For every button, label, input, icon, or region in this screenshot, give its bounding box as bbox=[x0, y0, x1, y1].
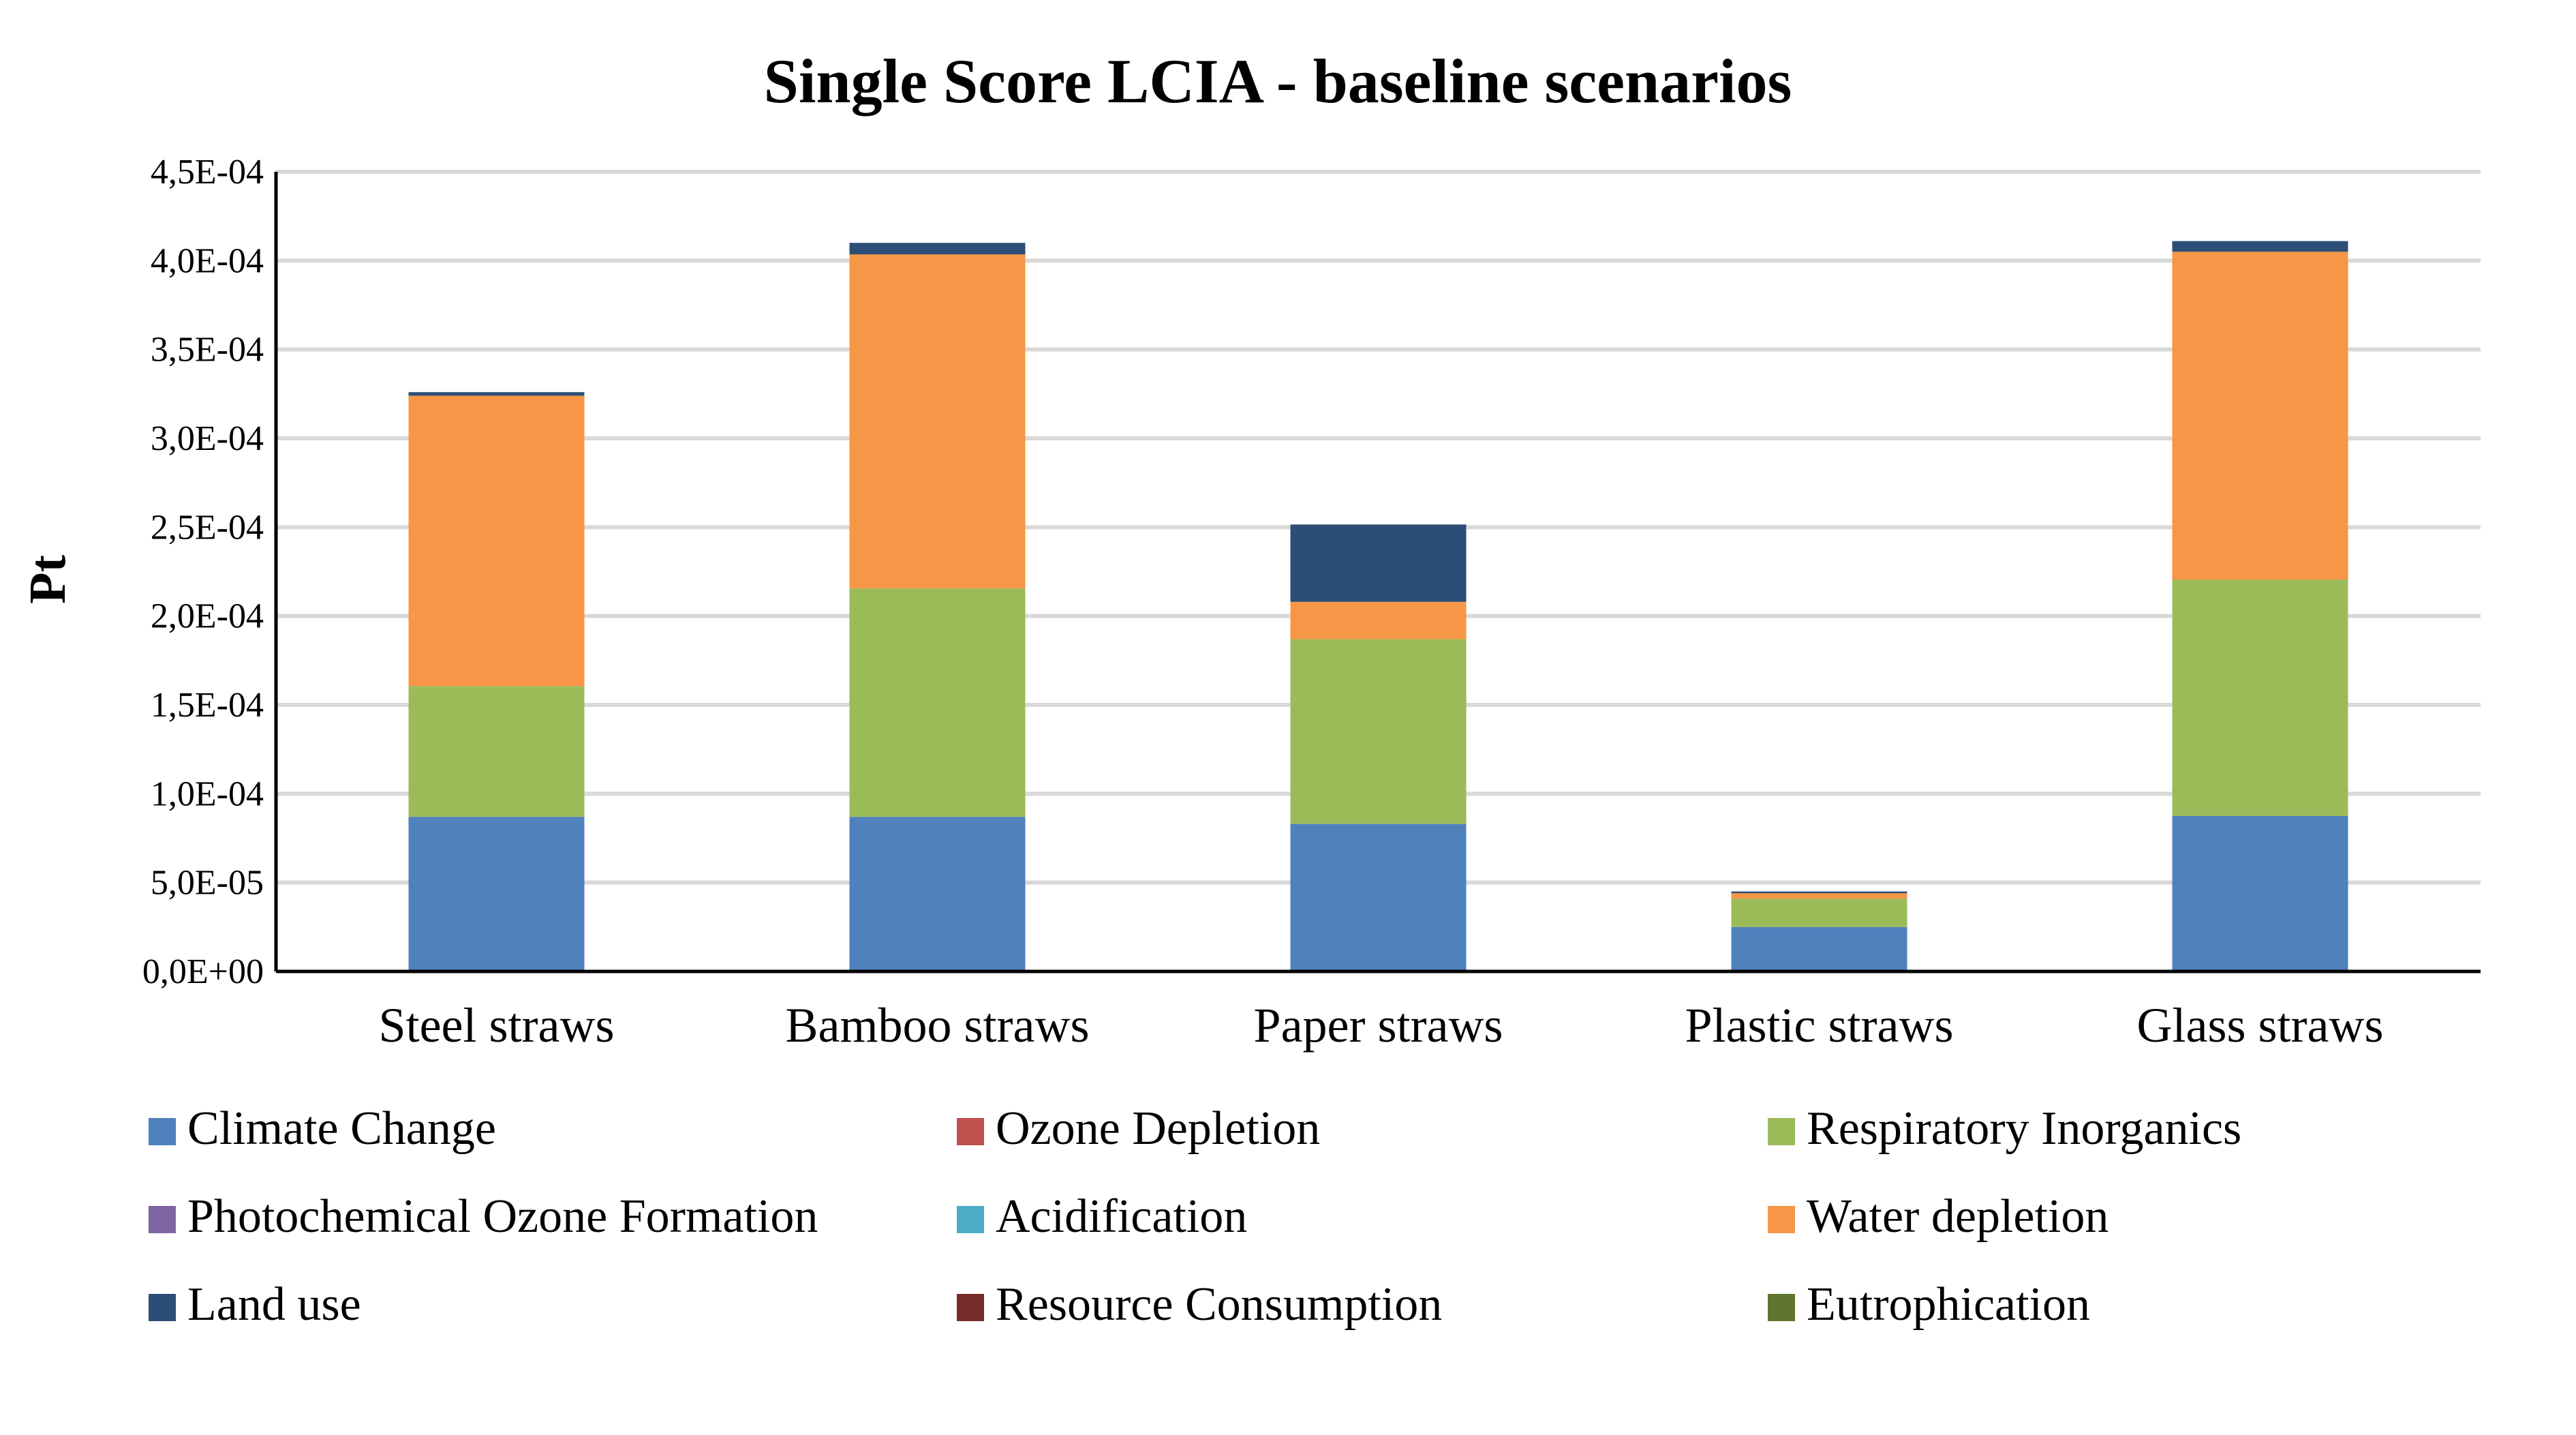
y-tick-label: 2,5E-04 bbox=[151, 508, 264, 547]
legend-swatch bbox=[1768, 1206, 1795, 1233]
y-tick-label: 3,0E-04 bbox=[151, 419, 264, 458]
y-tick-label: 1,5E-04 bbox=[151, 686, 264, 725]
legend-item-ozone-depletion: Ozone Depletion bbox=[957, 1102, 1320, 1155]
bar-segment-water-depletion bbox=[849, 254, 1026, 589]
legend: Climate Change Ozone Depletion Respiratory… bbox=[149, 1102, 2241, 1331]
legend-item-respiratory-inorganics: Respiratory Inorganics bbox=[1768, 1102, 2241, 1155]
legend-label: Respiratory Inorganics bbox=[1807, 1102, 2241, 1155]
y-tick-label: 4,0E-04 bbox=[151, 241, 264, 280]
y-tick-label: 4,5E-04 bbox=[151, 153, 264, 192]
bar-segment-respiratory-inorganics bbox=[408, 686, 585, 817]
bar-segment-respiratory-inorganics bbox=[1290, 639, 1467, 824]
y-axis-label: Pt bbox=[19, 555, 76, 604]
legend-label: Ozone Depletion bbox=[996, 1102, 1320, 1155]
bar-segment-land-use bbox=[1731, 891, 1907, 894]
legend-item-water-depletion: Water depletion bbox=[1768, 1190, 2109, 1243]
legend-item-acidification: Acidification bbox=[957, 1190, 1247, 1243]
legend-label: Climate Change bbox=[187, 1102, 496, 1155]
legend-swatch bbox=[1768, 1294, 1795, 1321]
legend-item-photochemical-ozone-formation: Photochemical Ozone Formation bbox=[149, 1190, 818, 1243]
y-tick-label: 0,0E+00 bbox=[142, 952, 264, 991]
bar-segment-land-use bbox=[408, 392, 585, 396]
x-tick-label: Steel straws bbox=[379, 998, 615, 1053]
legend-item-climate-change: Climate Change bbox=[149, 1102, 496, 1155]
bar-segment-climate-change bbox=[408, 817, 585, 971]
y-tick-label: 3,5E-04 bbox=[151, 331, 264, 369]
legend-label: Resource Consumption bbox=[996, 1278, 1442, 1331]
x-tick-labels: Steel straws Bamboo straws Paper straws Pla… bbox=[379, 998, 2384, 1053]
bars bbox=[408, 241, 2348, 971]
bar-segment-water-depletion bbox=[1290, 601, 1467, 639]
bar-segment-water-depletion bbox=[1731, 893, 1907, 899]
y-tick-label: 1,0E-04 bbox=[151, 774, 264, 813]
y-tick-label: 2,0E-04 bbox=[151, 597, 264, 636]
axes bbox=[274, 172, 2481, 973]
chart-title: Single Score LCIA - baseline scenarios bbox=[764, 46, 1792, 116]
legend-item-resource-consumption: Resource Consumption bbox=[957, 1278, 1442, 1331]
legend-swatch bbox=[957, 1206, 984, 1233]
x-tick-label: Paper straws bbox=[1254, 998, 1503, 1053]
legend-item-eutrophication: Eutrophication bbox=[1768, 1278, 2090, 1331]
bar-segment-respiratory-inorganics bbox=[1731, 898, 1907, 927]
legend-swatch bbox=[149, 1294, 176, 1321]
legend-label: Photochemical Ozone Formation bbox=[187, 1190, 818, 1243]
bar-segment-respiratory-inorganics bbox=[849, 588, 1026, 817]
bar-segment-land-use bbox=[2172, 241, 2348, 252]
legend-label: Acidification bbox=[996, 1190, 1247, 1243]
x-tick-label: Plastic straws bbox=[1685, 998, 1954, 1053]
bar-segment-water-depletion bbox=[2172, 252, 2348, 580]
legend-swatch bbox=[957, 1294, 984, 1321]
bar-segment-climate-change bbox=[2172, 815, 2348, 971]
legend-swatch bbox=[957, 1118, 984, 1145]
bar-segment-land-use bbox=[1290, 524, 1467, 602]
bar-segment-climate-change bbox=[849, 817, 1026, 971]
legend-item-land-use: Land use bbox=[149, 1278, 361, 1331]
bar-segment-land-use bbox=[849, 243, 1026, 255]
legend-label: Eutrophication bbox=[1807, 1278, 2090, 1331]
x-tick-label: Glass straws bbox=[2137, 998, 2384, 1053]
legend-swatch bbox=[149, 1118, 176, 1145]
bar-segment-respiratory-inorganics bbox=[2172, 579, 2348, 816]
y-tick-label: 5,0E-05 bbox=[151, 864, 264, 903]
bar-segment-climate-change bbox=[1731, 926, 1907, 971]
legend-swatch bbox=[149, 1206, 176, 1233]
y-tick-labels: 0,0E+00 5,0E-05 1,0E-04 1,5E-04 2,0E-04 2,5E-… bbox=[142, 153, 264, 991]
x-tick-label: Bamboo straws bbox=[786, 998, 1090, 1053]
bar-segment-water-depletion bbox=[408, 395, 585, 686]
legend-label: Land use bbox=[187, 1278, 361, 1331]
legend-swatch bbox=[1768, 1118, 1795, 1145]
legend-label: Water depletion bbox=[1807, 1190, 2109, 1243]
bar-segment-climate-change bbox=[1290, 824, 1467, 971]
